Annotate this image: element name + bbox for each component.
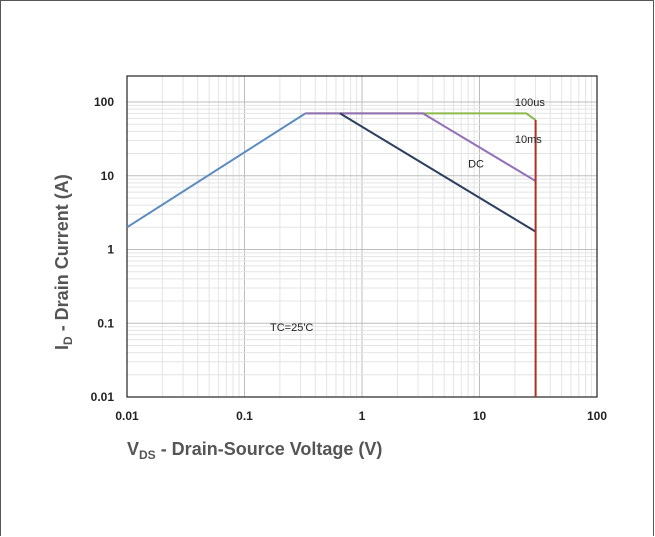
y-axis-label: ID - Drain Current (A) (52, 174, 75, 350)
x-axis-label: VDS - Drain-Source Voltage (V) (127, 439, 382, 462)
y-tick-label: 100 (94, 95, 114, 109)
y-tick-label: 0.01 (91, 390, 115, 404)
grid (126, 76, 597, 398)
tick-labels: 0.01 0.1 1 10 100 100 10 1 0.1 0.01 (91, 95, 608, 423)
x-axis-label-rest: - Drain-Source Voltage (V) (156, 439, 383, 459)
series-line-dc (339, 112, 537, 233)
series-line-boundary-0 (126, 112, 306, 229)
y-axis-label-sub: D (61, 336, 75, 345)
y-tick-label: 0.1 (97, 316, 114, 330)
series-label-10ms: 10ms (515, 134, 542, 146)
series-label-dc: DC (468, 158, 484, 170)
x-tick-label: 10 (473, 409, 487, 423)
annotation-tc: TC=25'C (270, 322, 313, 334)
y-tick-label: 10 (101, 169, 115, 183)
plot-border (126, 75, 598, 398)
series-group (126, 112, 537, 397)
y-axis-label-rest: - Drain Current (A) (52, 174, 72, 336)
series-label-100us: 100us (515, 97, 545, 109)
series-labels: 100us 10ms DC (468, 97, 545, 170)
x-tick-label: 1 (359, 409, 366, 423)
y-axis-label-main: I (52, 345, 72, 350)
x-tick-label: 0.01 (115, 409, 139, 423)
x-tick-label: 100 (587, 409, 607, 423)
series-line-10ms (305, 112, 537, 182)
y-tick-label: 1 (107, 243, 114, 257)
x-tick-label: 0.1 (236, 409, 253, 423)
x-axis-label-main: V (127, 439, 139, 459)
x-axis-label-sub: DS (139, 448, 156, 462)
